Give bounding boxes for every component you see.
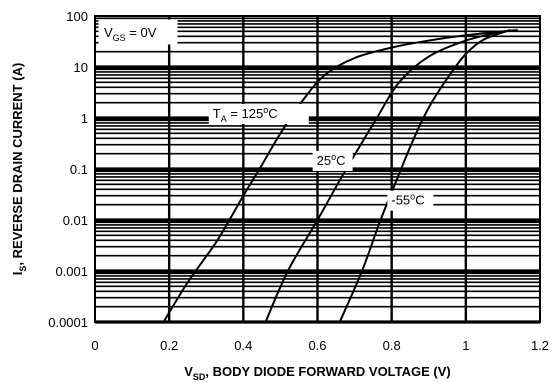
y-tick-label: 0.1 <box>70 162 88 177</box>
annotations: VGS​ = 0V TA​ = 125oC 25oC -55oC <box>98 19 434 211</box>
y-tick-label: 0.001 <box>55 264 88 279</box>
x-tick-label: 0.4 <box>234 338 252 353</box>
grid <box>95 16 540 324</box>
axis-titles: VSD​, BODY DIODE FORWARD VOLTAGE (V) IS​,… <box>10 63 451 382</box>
series-line-3 <box>338 29 511 323</box>
series-label-bg <box>208 104 309 124</box>
y-tick-labels: 100 10 1 0.1 0.01 0.001 0.0001 <box>48 9 88 330</box>
y-tick-label: 10 <box>74 60 88 75</box>
condition-box <box>98 19 178 45</box>
series-label-1: TA​ = 125oC <box>213 105 278 124</box>
y-tick-label: 100 <box>66 9 88 24</box>
series-line-2 <box>264 30 504 323</box>
plot-frame <box>94 15 541 323</box>
series-label-3: -55oC <box>391 192 424 208</box>
curves <box>162 29 518 323</box>
plot-border <box>94 15 541 323</box>
x-tick-label: 0.8 <box>383 338 401 353</box>
series-line-1 <box>162 29 518 323</box>
y-axis-title: IS​, REVERSE DRAIN CURRENT (A) <box>10 63 28 276</box>
y-tick-label: 0.0001 <box>48 315 88 330</box>
x-tick-label: 1.2 <box>531 338 549 353</box>
x-tick-label: 0 <box>91 338 98 353</box>
y-tick-label: 1 <box>81 111 88 126</box>
x-tick-label: 0.6 <box>308 338 326 353</box>
x-axis-title: VSD​, BODY DIODE FORWARD VOLTAGE (V) <box>184 364 451 382</box>
series-label-bg <box>387 190 434 211</box>
series-label-2: 25oC <box>317 152 346 168</box>
x-tick-label: 1 <box>462 338 469 353</box>
condition-label: VGS​ = 0V <box>104 25 157 43</box>
x-tick-labels: 0 0.2 0.4 0.6 0.8 1 1.2 <box>91 338 549 353</box>
x-tick-label: 0.2 <box>160 338 178 353</box>
series-label-bg <box>312 150 353 171</box>
y-tick-label: 0.01 <box>63 213 88 228</box>
